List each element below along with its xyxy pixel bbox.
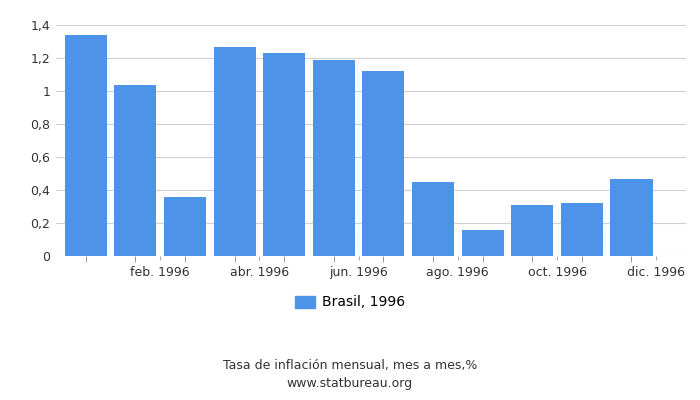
Text: www.statbureau.org: www.statbureau.org [287, 378, 413, 390]
Bar [461, 230, 504, 256]
Bar [214, 47, 256, 256]
Bar [64, 35, 107, 256]
Bar [561, 203, 603, 256]
Bar [610, 178, 652, 256]
Bar [114, 84, 157, 256]
Legend: Brasil, 1996: Brasil, 1996 [289, 290, 411, 315]
Text: Tasa de inflación mensual, mes a mes,%: Tasa de inflación mensual, mes a mes,% [223, 360, 477, 372]
Bar [363, 71, 405, 256]
Bar [412, 182, 454, 256]
Bar [263, 53, 305, 256]
Bar [511, 205, 553, 256]
Bar [313, 60, 355, 256]
Bar [164, 197, 206, 256]
